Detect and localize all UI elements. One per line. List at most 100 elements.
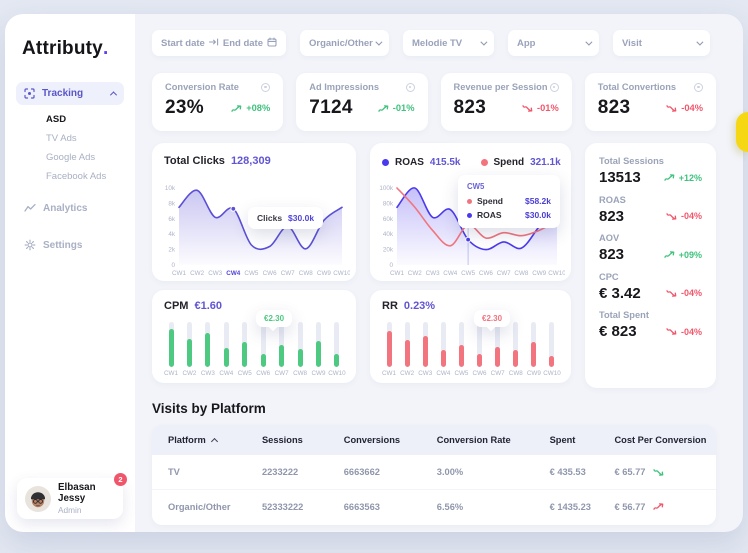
bar[interactable]: CW10 <box>543 322 561 377</box>
bar[interactable]: CW2 <box>182 322 196 377</box>
floating-action-tab[interactable] <box>736 112 748 152</box>
bar[interactable]: CW5 <box>454 322 468 377</box>
stat-total-spent: Total Spent € 823 -04% <box>599 310 702 340</box>
sidebar-item-analytics[interactable]: Analytics <box>16 197 124 219</box>
sidebar-item-label: Analytics <box>43 202 88 214</box>
bar[interactable]: CW9 <box>527 322 541 377</box>
svg-text:60k: 60k <box>383 216 394 223</box>
bar[interactable]: CW7 <box>275 322 289 377</box>
date-range-picker[interactable]: Start date End date <box>152 30 286 56</box>
total-clicks-chart[interactable]: 0 2k 4k 6k 8k 10k CW1 CW2 CW3 CW4 CW5 CW6 CW7 CW8 CW9 C… <box>158 183 350 277</box>
select-value: Melodie TV <box>412 37 463 49</box>
trend-indicator: +09% <box>664 250 702 260</box>
legend-dot <box>382 159 389 166</box>
filter-bar: Start date End date Organic/Other Melodi… <box>152 30 716 56</box>
svg-text:0: 0 <box>171 262 175 269</box>
chevron-up-icon <box>109 91 118 99</box>
kpi-card-ad-impressions: Ad Impressions 7124 -01% <box>296 73 428 131</box>
column-header[interactable]: Conversion Rate <box>436 435 511 445</box>
kpi-value: 7124 <box>309 97 353 118</box>
sidebar-item-label: Tracking <box>42 88 84 99</box>
user-profile-card[interactable]: Elbasan Jessy Admin 2 <box>17 473 127 519</box>
bar[interactable]: CW6 <box>256 322 270 377</box>
svg-text:CW7: CW7 <box>281 270 295 277</box>
legend-dot <box>480 159 488 166</box>
sidebar-nav: Tracking ASD TV Ads Google Ads Facebook … <box>5 82 135 256</box>
bar[interactable]: CW2 <box>400 322 414 377</box>
bar[interactable]: CW9 <box>312 322 326 377</box>
rr-bar-chart[interactable]: CW1 CW2 CW3 CW4 CW5 CW6 CW7 CW8 CW9 CW10 <box>382 322 561 377</box>
trend-indicator: -04% <box>666 211 702 221</box>
bar[interactable]: CW5 <box>238 322 252 377</box>
chart-title: RR <box>382 300 398 312</box>
brand-name: Attributy <box>22 38 103 59</box>
sort-asc-icon <box>210 437 218 446</box>
app-select[interactable]: App <box>508 30 599 56</box>
sidebar-item-asd[interactable]: ASD <box>46 114 67 125</box>
bar[interactable]: CW10 <box>328 322 346 377</box>
brand-logo: Attributy. <box>5 30 135 60</box>
start-date-field[interactable]: Start date <box>161 37 205 49</box>
info-icon[interactable] <box>261 82 271 92</box>
bar[interactable]: CW4 <box>219 322 233 377</box>
bar[interactable]: CW6 <box>473 322 487 377</box>
legend-item-spend[interactable]: Spend 321.1k <box>480 157 561 168</box>
info-icon[interactable] <box>405 82 415 92</box>
select-value: App <box>517 37 536 49</box>
cpm-bar-chart[interactable]: CW1 CW2 CW3 CW4 CW5 CW6 CW7 CW8 CW9 CW10 <box>164 322 346 377</box>
gear-icon <box>24 239 36 251</box>
analytics-chart-icon <box>24 203 36 213</box>
kpi-card-conversion-rate: Conversion Rate 23% +08% <box>152 73 284 131</box>
channel-select[interactable]: Melodie TV <box>403 30 494 56</box>
tracking-scan-icon <box>24 88 35 99</box>
info-icon[interactable] <box>549 82 559 92</box>
chart-title: Total Clicks <box>164 155 225 167</box>
table-row[interactable]: TV 2233222 6663662 3.00% € 435.53 € 65.77 <box>152 455 716 489</box>
trend-indicator: -04% <box>666 327 702 337</box>
bar[interactable]: CW3 <box>201 322 215 377</box>
column-header[interactable]: Conversions <box>343 435 401 445</box>
sidebar-item-google-ads[interactable]: Google Ads <box>46 152 96 163</box>
svg-text:CW3: CW3 <box>426 270 440 277</box>
roas-spend-chart[interactable]: 0 20k 40k 60k 80k 100k CW1 CW2 CW3 CW4 CW5 CW6 CW7 CW… <box>376 183 565 277</box>
column-header[interactable]: Cost Per Conversion <box>614 435 707 445</box>
bar[interactable]: CW8 <box>293 322 307 377</box>
bar[interactable]: CW7 <box>491 322 505 377</box>
bar[interactable]: CW1 <box>164 322 178 377</box>
kpi-label: Revenue per Session <box>453 82 548 92</box>
visit-select[interactable]: Visit <box>613 30 710 56</box>
bar[interactable]: CW3 <box>418 322 432 377</box>
chevron-down-icon <box>696 38 704 46</box>
table-body: TV 2233222 6663662 3.00% € 435.53 € 65.77 Orga… <box>152 455 716 523</box>
kpi-value: 823 <box>453 97 487 118</box>
column-header[interactable]: Platform <box>152 435 262 446</box>
table-row[interactable]: Organic/Other 52333222 6663563 6.56% € 1435.… <box>152 489 716 523</box>
legend-item-roas[interactable]: ROAS 415.5k <box>382 157 461 168</box>
kpi-card-revenue-per-session: Revenue per Session 823 -01% <box>440 73 572 131</box>
info-icon[interactable] <box>694 82 703 92</box>
select-value: Organic/Other <box>309 37 373 49</box>
bar[interactable]: CW1 <box>382 322 396 377</box>
svg-text:80k: 80k <box>383 200 394 207</box>
column-header[interactable]: Sessions <box>261 435 303 445</box>
cpm-chart-card: CPM €1.60 CW1 CW2 CW3 CW4 CW5 CW6 CW7 CW8 CW9 CW1… <box>152 290 356 383</box>
trend-indicator: -04% <box>666 103 703 113</box>
calendar-icon <box>267 36 277 50</box>
sidebar-item-tv-ads[interactable]: TV Ads <box>46 133 77 144</box>
chart-tooltip: CW5 Spend $58.2k ROAS $30.0k <box>458 175 560 228</box>
column-header[interactable]: Spent <box>549 435 576 445</box>
profile-name: Elbasan Jessy <box>58 482 96 504</box>
arrow-right-icon <box>208 37 219 49</box>
kpi-label: Total Convertions <box>597 82 677 92</box>
sidebar-item-facebook-ads[interactable]: Facebook Ads <box>46 171 107 182</box>
sidebar-item-tracking[interactable]: Tracking <box>16 82 124 105</box>
svg-text:CW5: CW5 <box>244 270 258 277</box>
chart-legend: ROAS 415.5k Spend 321.1k <box>382 155 561 168</box>
avatar <box>25 485 51 512</box>
source-select[interactable]: Organic/Other <box>300 30 389 56</box>
end-date-field[interactable]: End date <box>222 37 263 49</box>
sidebar-item-settings[interactable]: Settings <box>16 234 124 256</box>
bar[interactable]: CW8 <box>509 322 523 377</box>
bar[interactable]: CW4 <box>436 322 450 377</box>
